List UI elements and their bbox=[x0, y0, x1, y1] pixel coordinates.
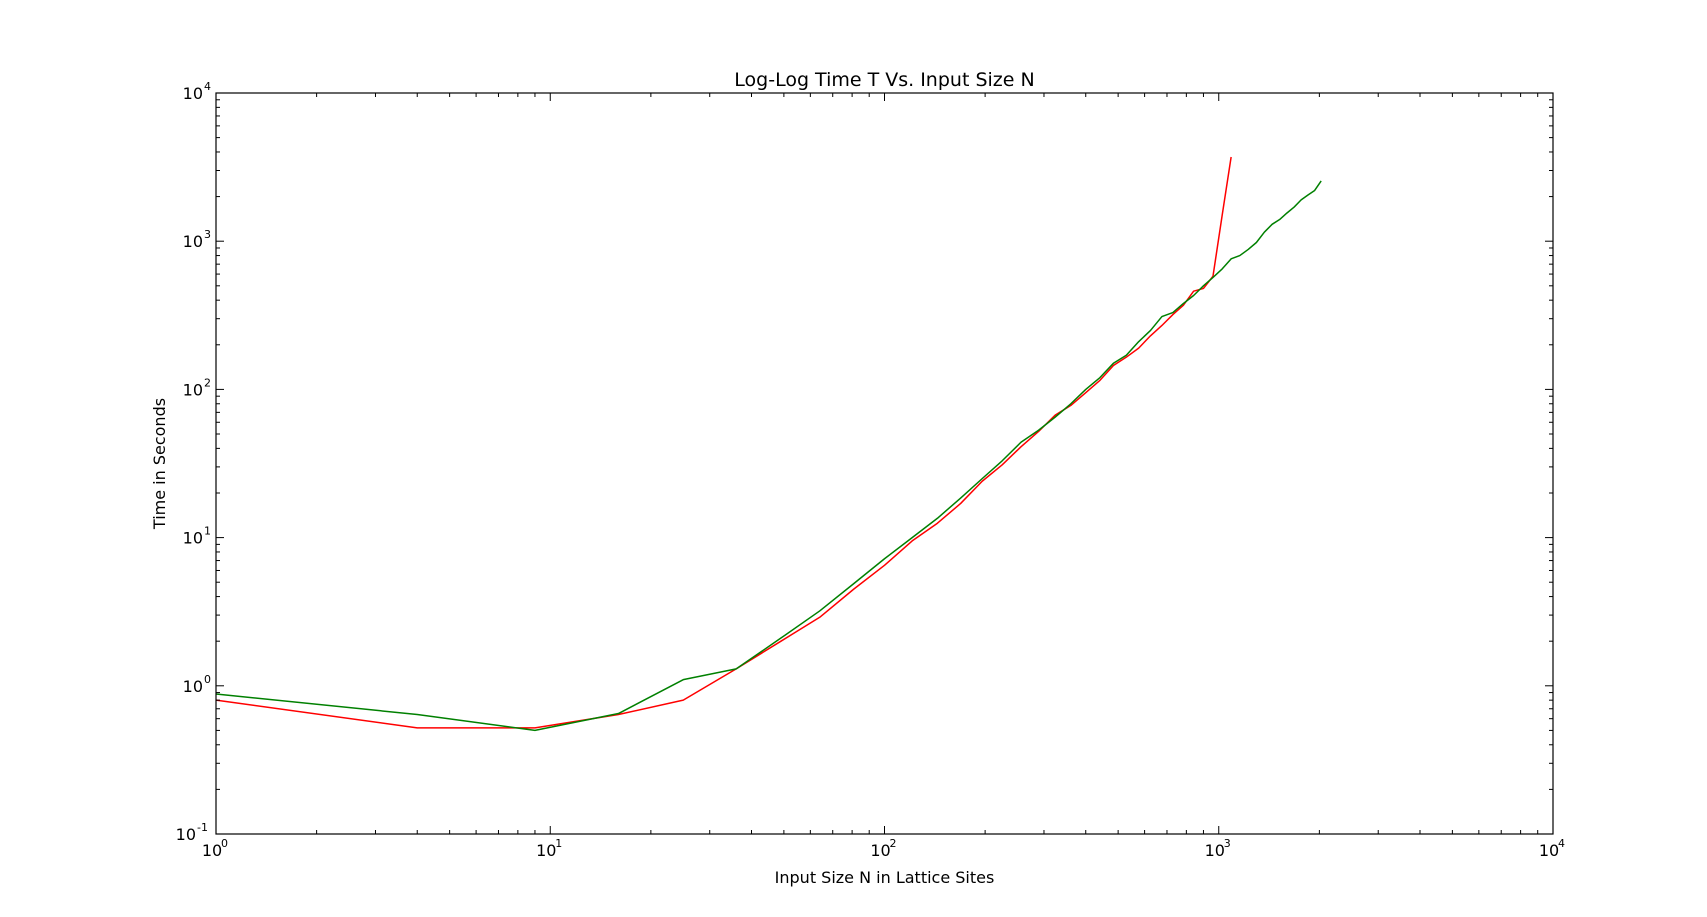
x-axis-label: Input Size N in Lattice Sites bbox=[775, 868, 995, 887]
y-tick-label-exponent: 2 bbox=[204, 376, 211, 389]
y-tick-label: 10 bbox=[183, 232, 203, 251]
y-tick-label: 10 bbox=[183, 380, 203, 399]
plot-area bbox=[216, 93, 1553, 834]
y-tick-label: 10 bbox=[183, 677, 203, 696]
series-layer bbox=[215, 156, 1322, 732]
y-tick-label: 10 bbox=[176, 825, 196, 844]
tick-layer bbox=[215, 92, 1554, 835]
y-tick-label-exponent: -1 bbox=[197, 821, 208, 834]
y-tick-label: 10 bbox=[183, 529, 203, 548]
chart-title: Log-Log Time T Vs. Input Size N bbox=[734, 69, 1034, 91]
series-line-1 bbox=[215, 156, 1232, 729]
y-tick-label-exponent: 1 bbox=[204, 525, 211, 538]
x-tick-label: 10 bbox=[870, 841, 890, 860]
x-tick-label-exponent: 0 bbox=[221, 837, 228, 850]
series-line-2 bbox=[215, 180, 1322, 732]
x-tick-label-exponent: 1 bbox=[555, 837, 562, 850]
y-tick-label-exponent: 4 bbox=[204, 80, 211, 93]
y-axis-label: Time in Seconds bbox=[150, 398, 169, 530]
y-tick-label-exponent: 0 bbox=[204, 673, 211, 686]
x-tick-labels: 100 101 102 103 104 bbox=[202, 837, 1565, 860]
x-tick-label-exponent: 4 bbox=[1558, 837, 1565, 850]
x-tick-label: 10 bbox=[1539, 841, 1559, 860]
x-tick-label: 10 bbox=[202, 841, 222, 860]
x-tick-label: 10 bbox=[1205, 841, 1225, 860]
x-tick-label-exponent: 3 bbox=[1224, 837, 1231, 850]
x-tick-label: 10 bbox=[536, 841, 556, 860]
y-tick-label: 10 bbox=[183, 84, 203, 103]
y-tick-label-exponent: 3 bbox=[204, 228, 211, 241]
plot-frame bbox=[215, 92, 1554, 835]
x-tick-label-exponent: 2 bbox=[890, 837, 897, 850]
